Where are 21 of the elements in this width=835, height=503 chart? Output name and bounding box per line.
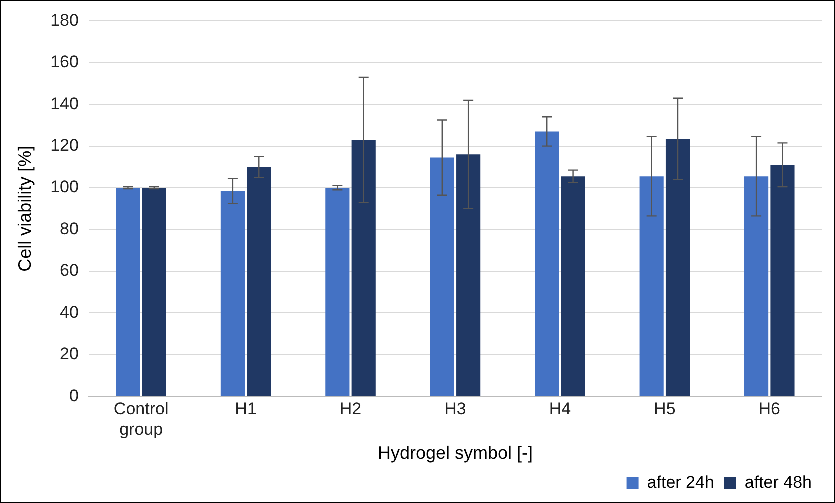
legend-label: after 48h — [744, 473, 812, 492]
y-tick-label: 100 — [50, 178, 79, 197]
y-tick-label: 160 — [50, 52, 79, 72]
y-tick-label: 80 — [60, 219, 79, 238]
x-tick-label: H6 — [758, 399, 781, 418]
x-tick-label: H1 — [235, 399, 257, 418]
y-tick-label: 40 — [60, 302, 79, 322]
y-tick-label: 140 — [50, 94, 79, 114]
x-tick-label: H2 — [340, 399, 362, 418]
legend-label: after 24h — [647, 473, 714, 492]
y-tick-label: 60 — [60, 261, 79, 280]
y-tick-label: 120 — [50, 136, 79, 156]
x-tick-label: Control group — [114, 399, 169, 439]
y-axis-title: Cell viability [%] — [14, 146, 35, 272]
y-tick-label: 20 — [60, 344, 79, 364]
y-tick-label: 180 — [50, 10, 79, 30]
x-tick-label: H5 — [654, 399, 676, 418]
y-tick-label: 0 — [69, 386, 79, 406]
x-tick-label: H3 — [444, 399, 466, 418]
x-axis-title: Hydrogel symbol [-] — [378, 443, 534, 464]
x-tick-label: H4 — [549, 399, 572, 418]
